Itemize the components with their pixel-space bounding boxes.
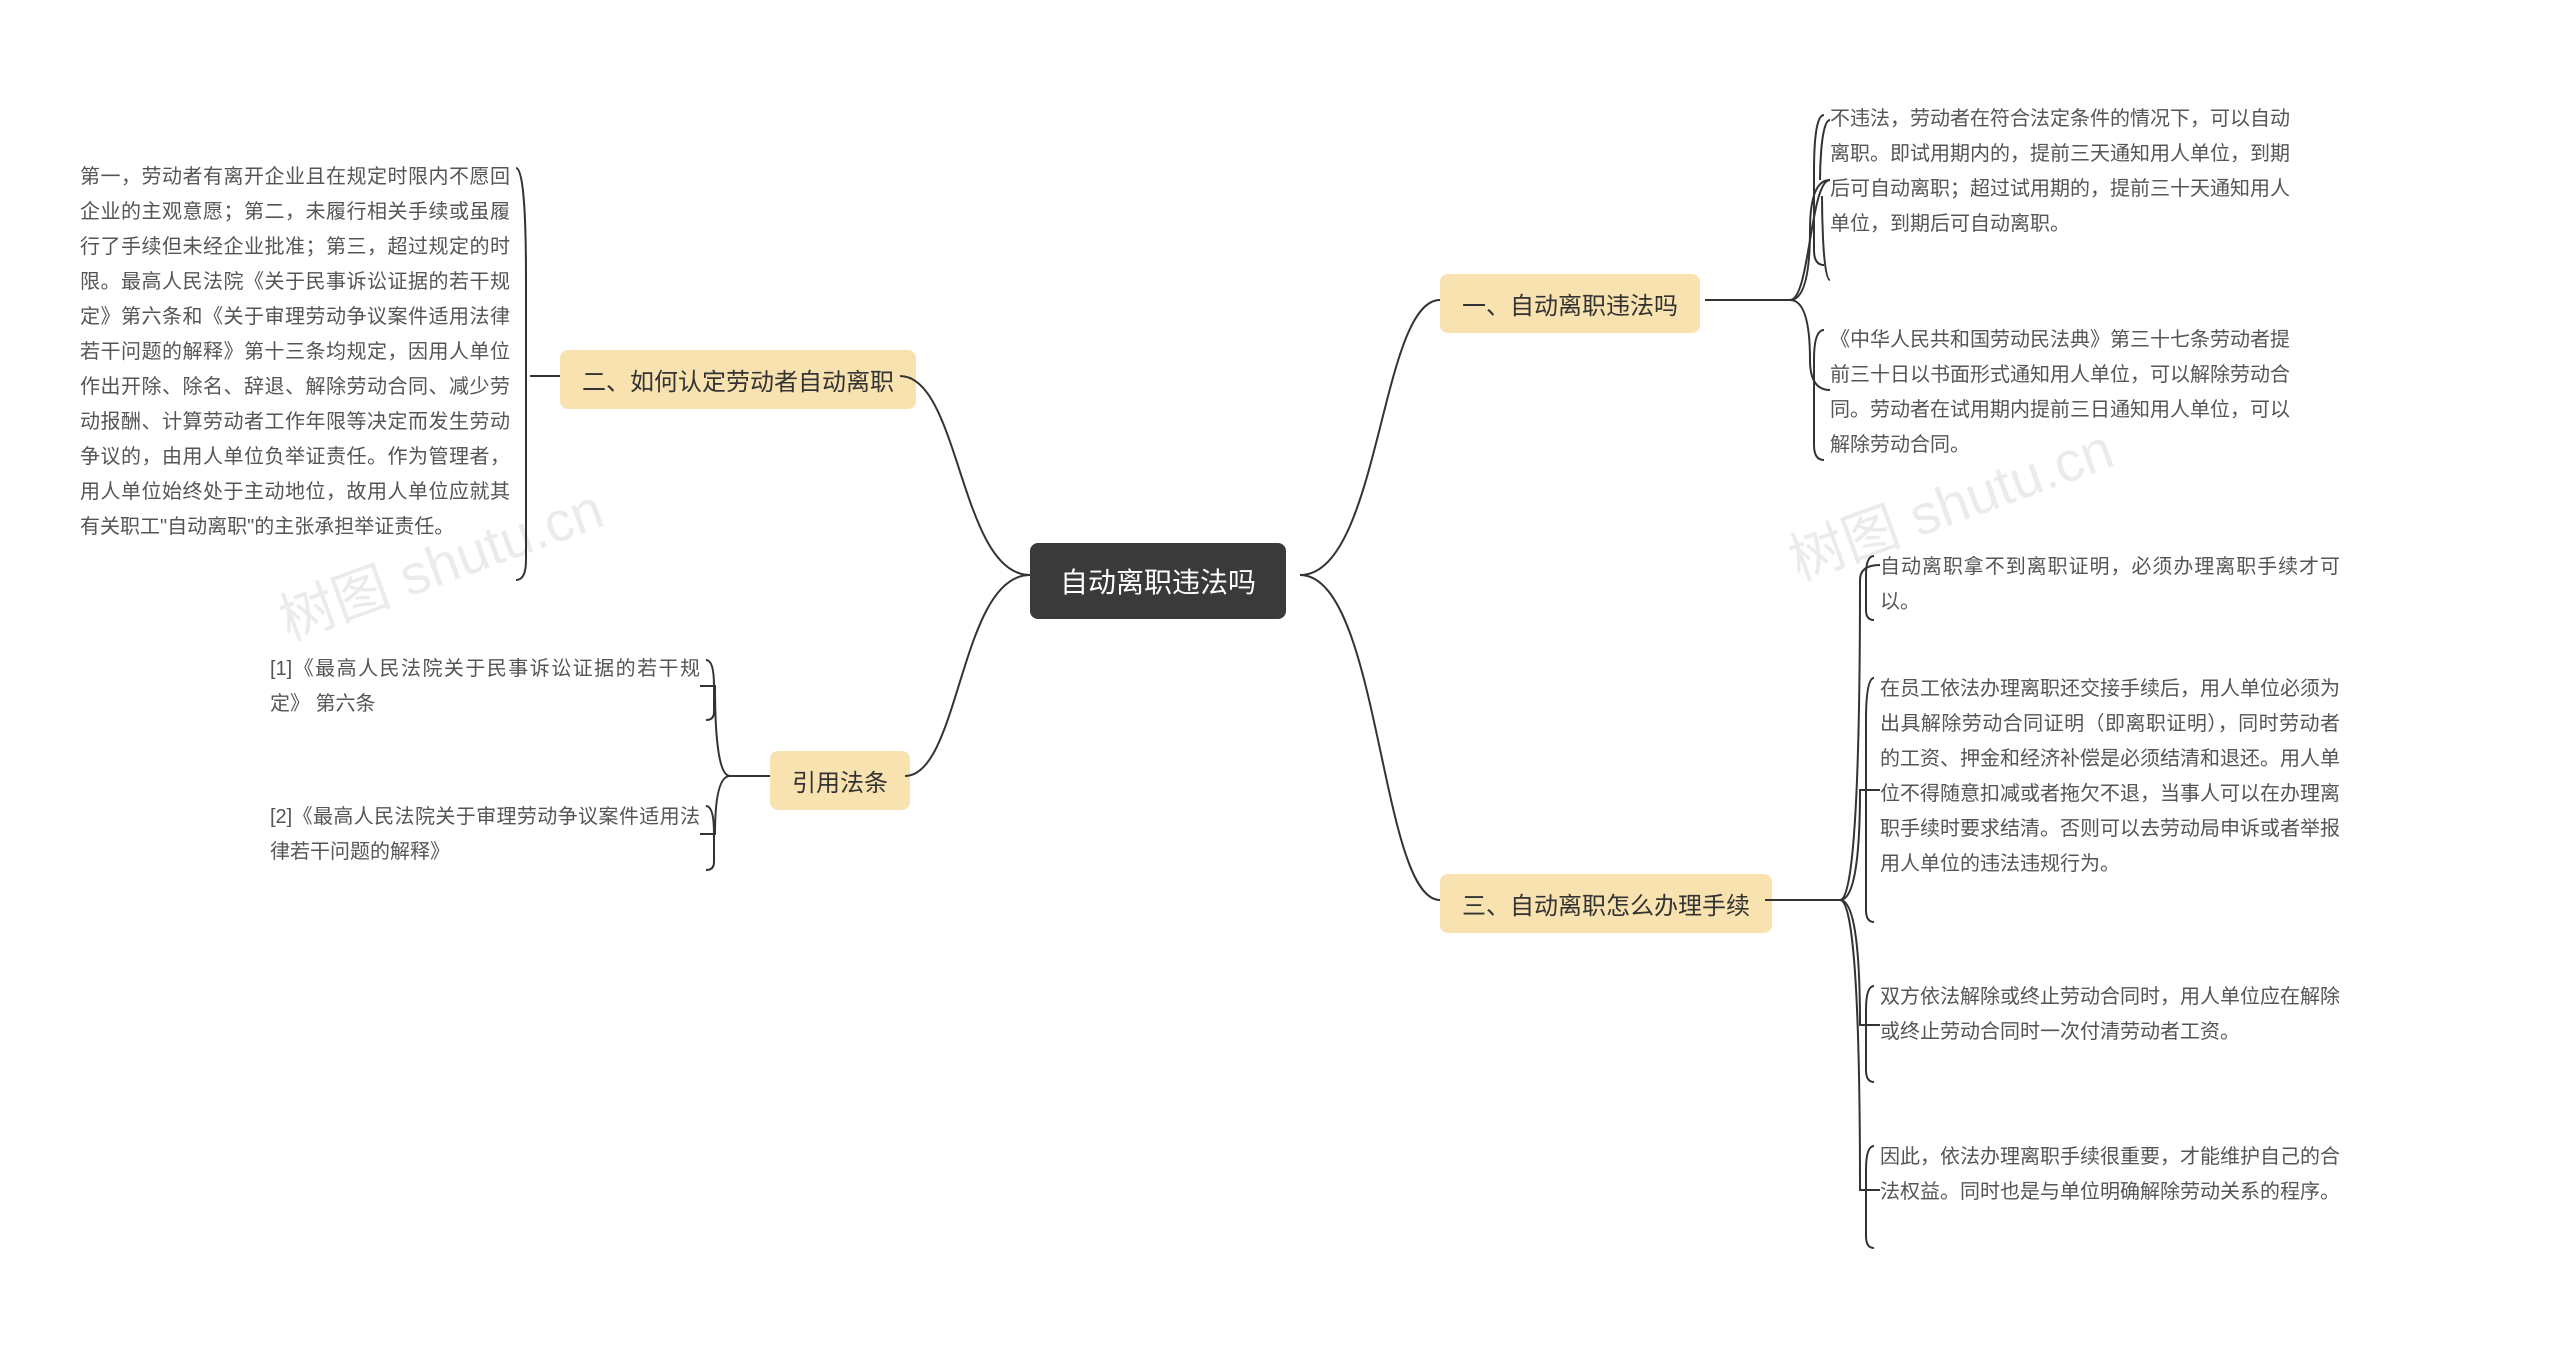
edge-l2a [700, 686, 730, 776]
bracket-l2a [706, 660, 714, 720]
edge-root-l2 [905, 575, 1030, 776]
edge-r1-bot [1790, 300, 1830, 390]
leaf-r2c: 双方依法解除或终止劳动合同时，用人单位应在解除或终止劳动合同时一次付清劳动者工资… [1880, 980, 2340, 1050]
branch-left-2[interactable]: 引用法条 [770, 751, 910, 810]
edge-root-r1 [1300, 300, 1440, 575]
bracket-r1b [1814, 330, 1824, 460]
bracket-r1a [1814, 115, 1824, 265]
edge-root-r2 [1300, 575, 1440, 900]
mindmap-canvas: 树图 shutu.cn 树图 shutu.cn 自动离职违法吗 一、自动离职违法… [0, 0, 2560, 1351]
bracket-r2b [1866, 678, 1874, 922]
leaf-l1a: 第一，劳动者有离开企业且在规定时限内不愿回企业的主观意愿；第二，未履行相关手续或… [80, 160, 510, 545]
bracket-r2d [1866, 1146, 1874, 1248]
root-node[interactable]: 自动离职违法吗 [1030, 543, 1286, 619]
leaf-r1a: 不违法，劳动者在符合法定条件的情况下，可以自动离职。即试用期内的，提前三天通知用… [1830, 102, 2290, 242]
bracket-l2b [706, 806, 714, 870]
branch-right-1[interactable]: 一、自动离职违法吗 [1440, 274, 1700, 333]
leaf-r2a: 自动离职拿不到离职证明，必须办理离职手续才可以。 [1880, 550, 2340, 620]
leaf-l2b: [2]《最高人民法院关于审理劳动争议案件适用法律若干问题的解释》 [270, 800, 700, 870]
edge-l2b [700, 776, 730, 834]
edge-r2a [1840, 565, 1880, 900]
edge-r1a-bracket [1790, 120, 1830, 300]
branch-left-1[interactable]: 二、如何认定劳动者自动离职 [560, 350, 916, 409]
leaf-r2b: 在员工依法办理离职还交接手续后，用人单位必须为出具解除劳动合同证明（即离职证明）… [1880, 672, 2340, 882]
leaf-r1b: 《中华人民共和国劳动民法典》第三十七条劳动者提前三十日以书面形式通知用人单位，可… [1830, 323, 2290, 463]
edge-root-l1 [900, 376, 1030, 575]
leaf-r2d: 因此，依法办理离职手续很重要，才能维护自己的合法权益。同时也是与单位明确解除劳动… [1880, 1140, 2340, 1210]
bracket-r2c [1866, 986, 1874, 1082]
edge-r2c [1840, 900, 1880, 1025]
edge-r2d [1840, 900, 1880, 1190]
edge-r2b [1840, 790, 1880, 900]
branch-right-2[interactable]: 三、自动离职怎么办理手续 [1440, 874, 1772, 933]
edge-r1-top [1790, 180, 1830, 300]
leaf-l2a: [1]《最高人民法院关于民事诉讼证据的若干规定》 第六条 [270, 652, 700, 722]
